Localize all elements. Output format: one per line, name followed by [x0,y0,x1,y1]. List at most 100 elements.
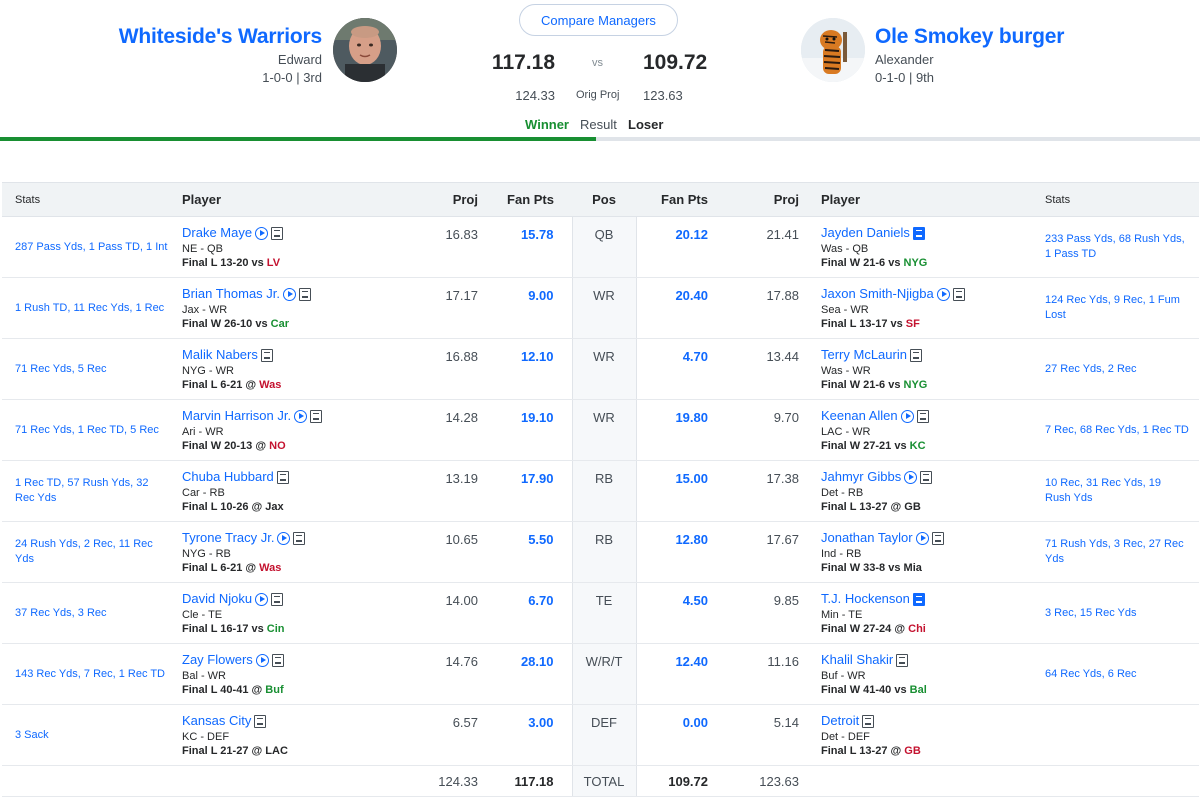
player-notes-icon[interactable] [276,470,289,484]
stats-cell-left[interactable]: 1 Rush TD, 11 Rec Yds, 1 Rec [2,277,179,339]
player-notes-icon[interactable] [896,653,909,667]
player-notes-icon[interactable] [271,592,284,606]
fanpts-cell-left[interactable]: 6.70 [492,582,572,644]
stats-cell-right[interactable]: 124 Rec Yds, 9 Rec, 1 Fum Lost [1032,277,1199,339]
player-name-link[interactable]: Jayden Daniels [821,225,910,240]
team-right-avatar[interactable] [801,18,865,82]
player-name-link[interactable]: Jahmyr Gibbs [821,469,902,484]
play-video-icon[interactable] [283,287,297,301]
game-opponent[interactable]: LAC [265,745,288,757]
fanpts-cell-left[interactable]: 17.90 [492,460,572,522]
game-opponent[interactable]: Was [259,379,282,391]
game-opponent[interactable]: Buf [265,684,284,696]
player-name-link[interactable]: Terry McLaurin [821,347,907,362]
player-name-link[interactable]: Drake Maye [182,225,253,240]
player-name-link[interactable]: Brian Thomas Jr. [182,286,281,301]
fanpts-cell-left[interactable]: 28.10 [492,643,572,705]
fanpts-cell-right[interactable]: 15.00 [636,460,736,522]
player-notes-icon[interactable] [310,409,323,423]
player-notes-icon[interactable] [299,287,312,301]
stats-cell-left[interactable]: 71 Rec Yds, 5 Rec [2,338,179,400]
player-name-link[interactable]: Kansas City [182,713,252,728]
game-opponent[interactable]: Jax [265,501,284,513]
play-video-icon[interactable] [255,226,269,240]
stats-cell-right[interactable] [1032,704,1199,766]
compare-managers-button[interactable]: Compare Managers [519,4,678,36]
fanpts-cell-right[interactable]: 20.40 [636,277,736,339]
player-name-link[interactable]: Khalil Shakir [821,652,894,667]
stats-cell-left[interactable]: 1 Rec TD, 57 Rush Yds, 32 Rec Yds [2,460,179,522]
stats-cell-left[interactable]: 24 Rush Yds, 2 Rec, 11 Rec Yds [2,521,179,583]
player-notes-icon[interactable] [271,653,284,667]
play-video-icon[interactable] [936,287,950,301]
player-notes-icon[interactable] [254,714,267,728]
play-video-icon[interactable] [294,409,308,423]
player-notes-icon[interactable] [260,348,273,362]
stats-cell-right[interactable]: 7 Rec, 68 Rec Yds, 1 Rec TD [1032,399,1199,461]
player-name-link[interactable]: David Njoku [182,591,253,606]
fanpts-cell-right[interactable]: 0.00 [636,704,736,766]
player-notes-icon[interactable] [952,287,965,301]
player-name-link[interactable]: Jaxon Smith-Njigba [821,286,934,301]
fanpts-cell-left[interactable]: 5.50 [492,521,572,583]
team-right-name[interactable]: Ole Smokey burger [875,25,1065,48]
fanpts-cell-left[interactable]: 12.10 [492,338,572,400]
game-opponent[interactable]: KC [909,440,926,452]
play-video-icon[interactable] [904,470,918,484]
player-notes-icon[interactable] [916,409,929,423]
play-video-icon[interactable] [900,409,914,423]
stats-cell-right[interactable]: 71 Rush Yds, 3 Rec, 27 Rec Yds [1032,521,1199,583]
play-video-icon[interactable] [255,653,269,667]
game-opponent[interactable]: NYG [903,379,928,391]
player-notes-icon[interactable] [909,348,922,362]
player-name-link[interactable]: Jonathan Taylor [821,530,913,545]
game-opponent[interactable]: LV [266,257,281,269]
stats-cell-right[interactable]: 3 Rec, 15 Rec Yds [1032,582,1199,644]
fanpts-cell-right[interactable]: 4.70 [636,338,736,400]
stats-cell-left[interactable]: 287 Pass Yds, 1 Pass TD, 1 Int [2,216,179,278]
player-name-link[interactable]: Malik Nabers [182,347,258,362]
game-opponent[interactable]: NO [269,440,286,452]
fanpts-cell-left[interactable]: 19.10 [492,399,572,461]
player-notes-icon[interactable] [293,531,306,545]
player-name-link[interactable]: Keenan Allen [821,408,898,423]
stats-cell-right[interactable]: 27 Rec Yds, 2 Rec [1032,338,1199,400]
fanpts-cell-right[interactable]: 19.80 [636,399,736,461]
fanpts-cell-right[interactable]: 20.12 [636,216,736,278]
player-notes-icon[interactable] [931,531,944,545]
stats-cell-left[interactable]: 71 Rec Yds, 1 Rec TD, 5 Rec [2,399,179,461]
player-name-link[interactable]: Tyrone Tracy Jr. [182,530,275,545]
fanpts-cell-left[interactable]: 15.78 [492,216,572,278]
game-opponent[interactable]: GB [904,745,921,757]
fanpts-cell-right[interactable]: 12.40 [636,643,736,705]
player-notes-icon[interactable] [912,226,925,240]
game-opponent[interactable]: Mia [903,562,922,574]
player-notes-icon[interactable] [920,470,933,484]
stats-cell-left[interactable]: 37 Rec Yds, 3 Rec [2,582,179,644]
fanpts-cell-left[interactable]: 3.00 [492,704,572,766]
play-video-icon[interactable] [277,531,291,545]
game-opponent[interactable]: Car [270,318,289,330]
game-opponent[interactable]: Was [259,562,282,574]
team-left-name[interactable]: Whiteside's Warriors [118,25,322,48]
fanpts-cell-left[interactable]: 9.00 [492,277,572,339]
play-video-icon[interactable] [915,531,929,545]
player-name-link[interactable]: T.J. Hockenson [821,591,910,606]
fanpts-cell-right[interactable]: 12.80 [636,521,736,583]
stats-cell-left[interactable]: 143 Rec Yds, 7 Rec, 1 Rec TD [2,643,179,705]
stats-cell-right[interactable]: 233 Pass Yds, 68 Rush Yds, 1 Pass TD [1032,216,1199,278]
team-left-avatar[interactable] [333,18,397,82]
player-name-link[interactable]: Detroit [821,713,860,728]
game-opponent[interactable]: Cin [266,623,285,635]
stats-cell-right[interactable]: 10 Rec, 31 Rec Yds, 19 Rush Yds [1032,460,1199,522]
player-name-link[interactable]: Zay Flowers [182,652,253,667]
player-name-link[interactable]: Marvin Harrison Jr. [182,408,292,423]
stats-cell-left[interactable]: 3 Sack [2,704,179,766]
player-notes-icon[interactable] [271,226,284,240]
stats-cell-right[interactable]: 64 Rec Yds, 6 Rec [1032,643,1199,705]
game-opponent[interactable]: Bal [909,684,927,696]
player-name-link[interactable]: Chuba Hubbard [182,469,274,484]
player-notes-icon[interactable] [862,714,875,728]
game-opponent[interactable]: NYG [903,257,928,269]
player-notes-icon[interactable] [912,592,925,606]
